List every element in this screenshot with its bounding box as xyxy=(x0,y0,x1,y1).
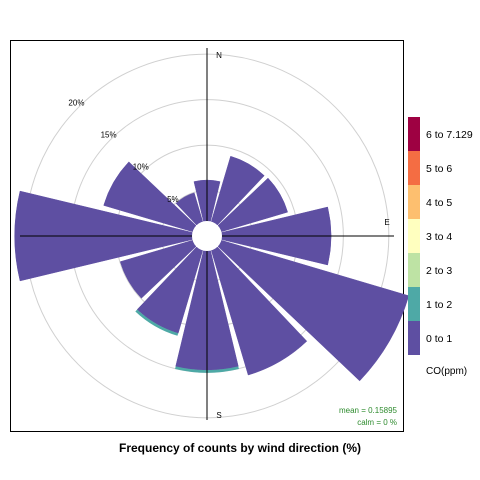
direction-sectors xyxy=(14,155,410,382)
legend-swatch xyxy=(408,151,420,185)
plot-frame xyxy=(10,40,404,432)
legend-swatch xyxy=(408,253,420,287)
legend-swatch xyxy=(408,287,420,321)
legend: 6 to 7.129 5 to 6 4 to 5 3 to 4 2 to 3 1 to 2… xyxy=(408,117,473,355)
legend-label: 4 to 5 xyxy=(426,197,452,209)
direction-label-e: E xyxy=(384,218,389,227)
calm-stat: calm = 0 % xyxy=(357,418,397,427)
direction-label-n: N xyxy=(216,51,222,60)
radial-tick-label: 15% xyxy=(101,131,117,140)
legend-title: CO(ppm) xyxy=(426,366,467,377)
legend-label: 0 to 1 xyxy=(426,333,452,345)
legend-label: 6 to 7.129 xyxy=(426,129,473,141)
radial-tick-label: 10% xyxy=(133,163,149,172)
radial-tick-labels: 5% 10% 15% 20% xyxy=(68,98,178,203)
legend-swatch xyxy=(408,321,420,355)
calm-center-circle xyxy=(192,221,222,251)
legend-swatch xyxy=(408,117,420,151)
sector-180-deg-upper-band xyxy=(175,366,239,373)
direction-label-s: S xyxy=(216,411,221,420)
chart-title: Frequency of counts by wind direction (%… xyxy=(119,441,361,455)
legend-label: 2 to 3 xyxy=(426,265,452,277)
legend-swatch xyxy=(408,185,420,219)
legend-swatch xyxy=(408,219,420,253)
sector-210-deg-upper-band xyxy=(135,309,179,336)
mean-stat: mean = 0.15895 xyxy=(339,406,398,415)
radial-tick-label: 20% xyxy=(68,98,84,107)
legend-label: 3 to 4 xyxy=(426,231,452,243)
legend-label: 5 to 6 xyxy=(426,163,452,175)
radial-tick-label: 5% xyxy=(167,195,179,204)
legend-label: 1 to 2 xyxy=(426,299,452,311)
